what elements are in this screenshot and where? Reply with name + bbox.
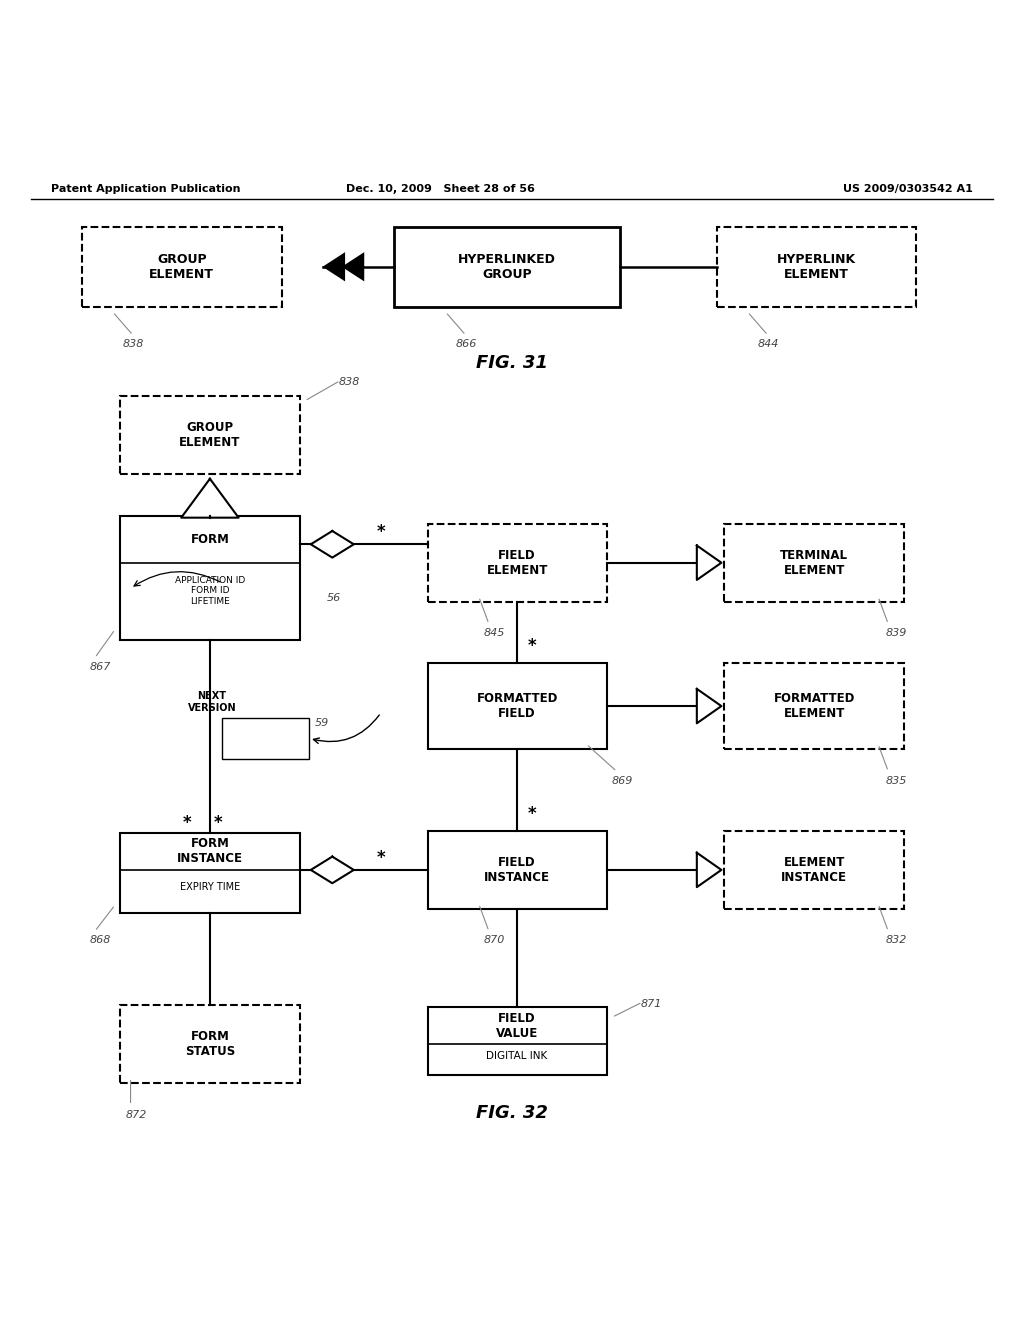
FancyBboxPatch shape	[428, 524, 606, 602]
FancyBboxPatch shape	[222, 718, 309, 759]
Text: APPLICATION ID
FORM ID
LIFETIME: APPLICATION ID FORM ID LIFETIME	[175, 576, 245, 606]
Text: 872: 872	[125, 1110, 146, 1119]
Polygon shape	[181, 479, 239, 517]
FancyBboxPatch shape	[121, 396, 299, 474]
Text: HYPERLINK
ELEMENT: HYPERLINK ELEMENT	[777, 253, 856, 281]
Text: 838: 838	[338, 378, 359, 387]
Polygon shape	[323, 252, 345, 281]
Text: ELEMENT
INSTANCE: ELEMENT INSTANCE	[781, 855, 847, 884]
Text: FORMATTED
ELEMENT: FORMATTED ELEMENT	[773, 692, 855, 721]
Text: FORM: FORM	[190, 533, 229, 545]
Text: *: *	[214, 814, 222, 832]
Text: Dec. 10, 2009   Sheet 28 of 56: Dec. 10, 2009 Sheet 28 of 56	[346, 183, 535, 194]
FancyBboxPatch shape	[82, 227, 282, 306]
Text: 871: 871	[641, 999, 662, 1008]
Text: 832: 832	[885, 936, 906, 945]
Text: EXPIRY TIME: EXPIRY TIME	[180, 882, 240, 892]
Text: *: *	[528, 636, 537, 655]
Text: 59: 59	[314, 718, 329, 727]
Text: GROUP
ELEMENT: GROUP ELEMENT	[179, 421, 241, 449]
Text: FIELD
INSTANCE: FIELD INSTANCE	[484, 855, 550, 884]
Text: 835: 835	[885, 776, 906, 785]
Polygon shape	[311, 531, 354, 557]
FancyBboxPatch shape	[428, 1007, 606, 1074]
Text: 838: 838	[123, 339, 144, 350]
Text: 867: 867	[90, 663, 111, 672]
Text: HYPERLINKED
GROUP: HYPERLINKED GROUP	[458, 253, 556, 281]
Text: FORM
STATUS: FORM STATUS	[184, 1030, 236, 1059]
FancyBboxPatch shape	[428, 832, 606, 909]
Text: *: *	[528, 805, 537, 822]
Text: FORMATTED
FIELD: FORMATTED FIELD	[476, 692, 558, 721]
Text: FIG. 32: FIG. 32	[476, 1104, 548, 1122]
Polygon shape	[696, 853, 721, 887]
Text: 866: 866	[456, 339, 477, 350]
FancyBboxPatch shape	[394, 227, 620, 306]
Text: GROUP
ELEMENT: GROUP ELEMENT	[150, 253, 214, 281]
Polygon shape	[696, 545, 721, 579]
Text: 56: 56	[328, 594, 341, 603]
Text: *: *	[183, 814, 191, 832]
Text: FIELD
VALUE: FIELD VALUE	[496, 1011, 539, 1040]
Text: 845: 845	[483, 628, 505, 639]
Text: 869: 869	[612, 776, 633, 785]
Text: FIG. 31: FIG. 31	[476, 354, 548, 372]
Text: Patent Application Publication: Patent Application Publication	[51, 183, 241, 194]
FancyBboxPatch shape	[717, 227, 916, 306]
Text: *: *	[377, 523, 386, 541]
Polygon shape	[342, 252, 365, 281]
Text: FIELD
ELEMENT: FIELD ELEMENT	[486, 549, 548, 577]
FancyBboxPatch shape	[725, 832, 904, 909]
Text: TERMINAL
ELEMENT: TERMINAL ELEMENT	[780, 549, 848, 577]
Polygon shape	[311, 857, 354, 883]
Text: *: *	[377, 849, 386, 867]
Polygon shape	[696, 689, 721, 723]
Text: NEXT
VERSION: NEXT VERSION	[187, 692, 237, 713]
Text: 870: 870	[483, 936, 505, 945]
Text: US 2009/0303542 A1: US 2009/0303542 A1	[843, 183, 973, 194]
FancyBboxPatch shape	[725, 663, 904, 748]
FancyBboxPatch shape	[428, 663, 606, 748]
FancyBboxPatch shape	[121, 833, 299, 913]
Text: FORM
INSTANCE: FORM INSTANCE	[177, 837, 243, 866]
Text: 844: 844	[758, 339, 779, 350]
Text: 868: 868	[90, 936, 111, 945]
FancyBboxPatch shape	[121, 516, 299, 639]
Text: DIGITAL INK: DIGITAL INK	[486, 1051, 548, 1061]
Text: 839: 839	[885, 628, 906, 639]
FancyBboxPatch shape	[725, 524, 904, 602]
FancyBboxPatch shape	[121, 1005, 299, 1082]
